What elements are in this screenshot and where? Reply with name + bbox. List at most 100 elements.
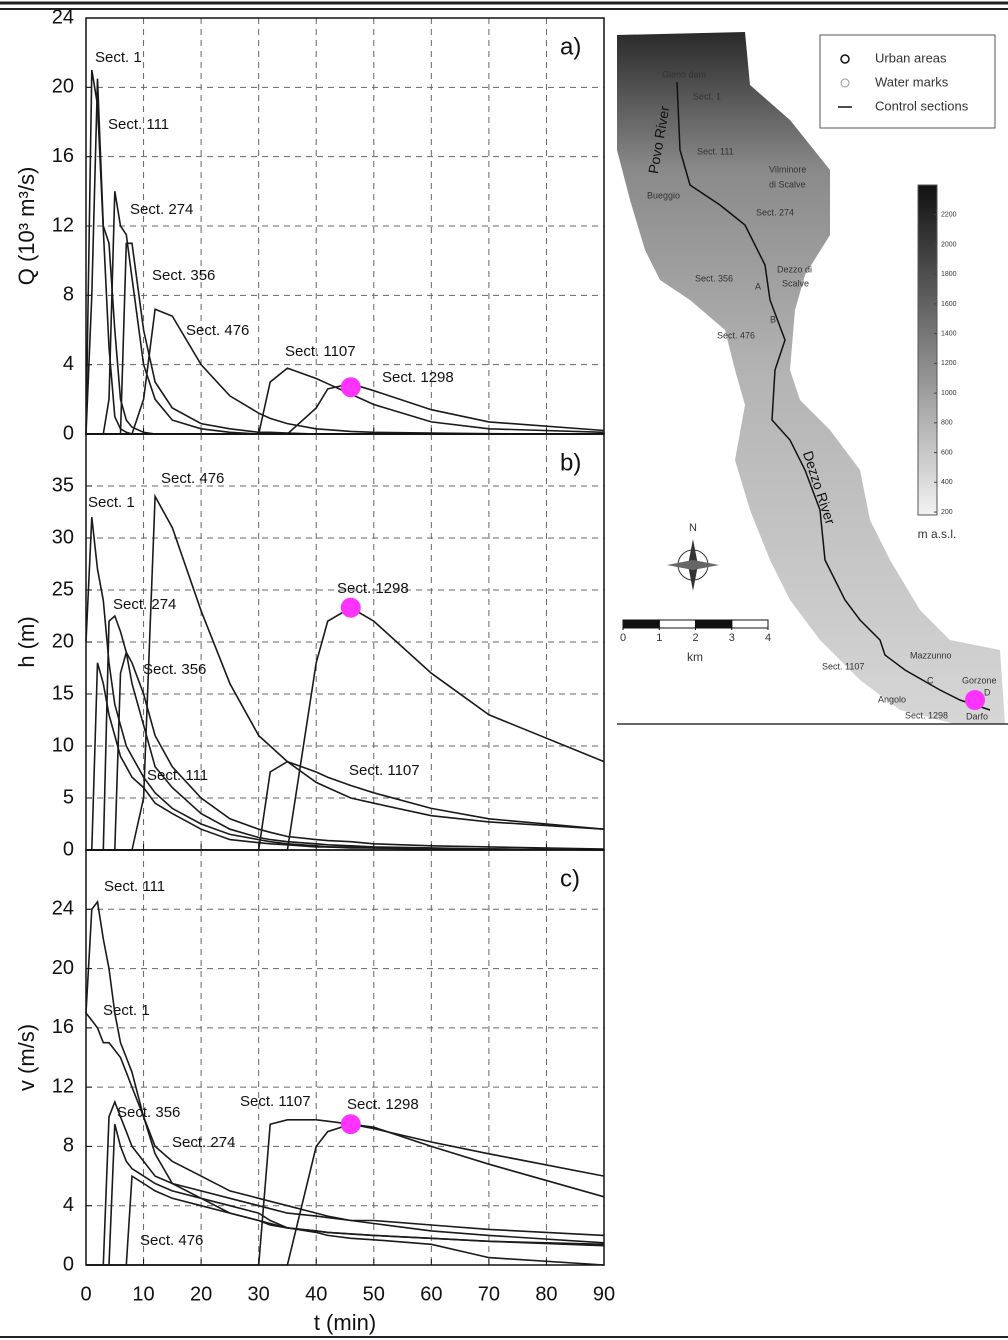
y-tick-label: 35: [52, 474, 74, 496]
y-tick-label: 16: [52, 1016, 74, 1038]
x-tick-label: 10: [132, 1283, 154, 1305]
scale-segment: [659, 620, 695, 628]
y-tick-label: 24: [52, 898, 74, 920]
panel-label: b): [560, 449, 581, 476]
series-label: Sect. 274: [113, 596, 176, 613]
map-label: Sect. 111: [697, 146, 734, 156]
series-label: Sect. 356: [143, 661, 206, 678]
y-tick-label: 4: [63, 353, 74, 375]
colorbar-tick-label: 1200: [941, 360, 957, 367]
scale-segment: [732, 620, 768, 628]
map-label: Sect. 1107: [822, 661, 864, 671]
y-tick-label: 10: [52, 734, 74, 756]
colorbar-tick-label: 2200: [941, 212, 957, 219]
y-axis-label: Q (10³ m³/s): [14, 167, 39, 286]
y-tick-label: 25: [52, 578, 74, 600]
north-label: N: [689, 522, 697, 534]
y-tick-label: 5: [63, 786, 74, 808]
series-label: Sect. 111: [104, 878, 165, 895]
plot-frame: [86, 850, 604, 1265]
map-label: Sect. 274: [756, 207, 794, 217]
y-tick-label: 8: [63, 1135, 74, 1157]
y-tick-label: 8: [63, 284, 74, 306]
map-legend-label: Control sections: [875, 98, 969, 113]
map-legend-label: Urban areas: [875, 50, 947, 65]
series-line: [86, 652, 604, 850]
y-tick-label: 16: [52, 145, 74, 167]
scale-segment: [623, 620, 659, 628]
colorbar-tick-label: 600: [941, 449, 953, 456]
x-tick-label: 40: [305, 1283, 327, 1305]
map-label: Scalve: [782, 278, 809, 288]
map-label: Dezzo di: [777, 264, 812, 274]
map-label: B: [770, 314, 776, 324]
series-label: Sect. 1298: [382, 369, 454, 386]
x-tick-label: 80: [535, 1283, 557, 1305]
scale-tick-label: 1: [656, 632, 662, 644]
y-axis-label: h (m): [14, 616, 39, 667]
map-label: Sect. 1298: [905, 710, 948, 720]
x-tick-label: 20: [190, 1283, 212, 1305]
series-label: Sect. 476: [140, 1232, 203, 1249]
series-label: Sect. 356: [152, 267, 215, 284]
map-label: Sect. 356: [695, 273, 733, 283]
panel: 04812162024Sect. 1Sect. 111Sect. 274Sect…: [14, 6, 604, 444]
scale-tick-label: 0: [620, 632, 626, 644]
x-tick-label: 50: [363, 1283, 385, 1305]
map-label: D: [984, 687, 991, 697]
map-marker: [965, 690, 985, 710]
colorbar-label: m a.s.l.: [918, 527, 957, 541]
y-tick-label: 15: [52, 682, 74, 704]
scale-tick-label: 2: [692, 632, 698, 644]
map-label: Bueggio: [647, 190, 680, 200]
highlight-marker: [341, 377, 361, 397]
colorbar-tick-label: 200: [941, 509, 953, 516]
series-label: Sect. 111: [108, 116, 169, 133]
map-label: di Scalve: [769, 179, 806, 189]
map-legend-label: Water marks: [875, 74, 949, 89]
colorbar-tick-label: 1800: [941, 271, 957, 278]
map-label: Sect. 476: [717, 330, 755, 340]
x-tick-label: 90: [593, 1283, 615, 1305]
series-label: Sect. 111: [147, 767, 208, 784]
series-label: Sect. 1: [95, 49, 142, 66]
series-label: Sect. 476: [186, 322, 249, 339]
series-label: Sect. 476: [161, 470, 224, 487]
scale-tick-label: 3: [729, 632, 735, 644]
series-line: [86, 902, 604, 1243]
y-tick-label: 0: [63, 1253, 74, 1275]
panel-label: a): [560, 33, 581, 60]
x-tick-label: 70: [478, 1283, 500, 1305]
y-tick-label: 4: [63, 1194, 74, 1216]
series-label: Sect. 1: [88, 494, 135, 511]
colorbar-tick-label: 400: [941, 479, 953, 486]
series-line: [86, 608, 604, 850]
series-line: [86, 517, 604, 850]
series-label: Sect. 274: [172, 1134, 235, 1151]
scale-segment: [696, 620, 732, 628]
series-label: Sect. 1107: [285, 343, 356, 360]
series-label: Sect. 1107: [349, 762, 420, 779]
colorbar-tick-label: 2000: [941, 241, 957, 248]
series-label: Sect. 1298: [337, 580, 409, 597]
series-label: Sect. 1107: [240, 1093, 311, 1110]
series-label: Sect. 1298: [347, 1096, 419, 1113]
map-label: Gorzone: [962, 675, 997, 685]
y-tick-label: 20: [52, 630, 74, 652]
series-label: Sect. 274: [130, 201, 193, 218]
y-tick-label: 12: [52, 1075, 74, 1097]
y-axis-label: v (m/s): [14, 1024, 39, 1091]
y-tick-label: 0: [63, 422, 74, 444]
scale-tick-label: 4: [765, 632, 771, 644]
north-arrow: [667, 539, 719, 591]
highlight-marker: [341, 1114, 361, 1134]
series-label: Sect. 1: [103, 1002, 150, 1019]
series-label: Sect. 356: [117, 1104, 180, 1121]
scale-label: km: [687, 650, 703, 664]
colorbar-tick-label: 1400: [941, 330, 957, 337]
y-tick-label: 30: [52, 526, 74, 548]
colorbar-tick-label: 800: [941, 420, 953, 427]
